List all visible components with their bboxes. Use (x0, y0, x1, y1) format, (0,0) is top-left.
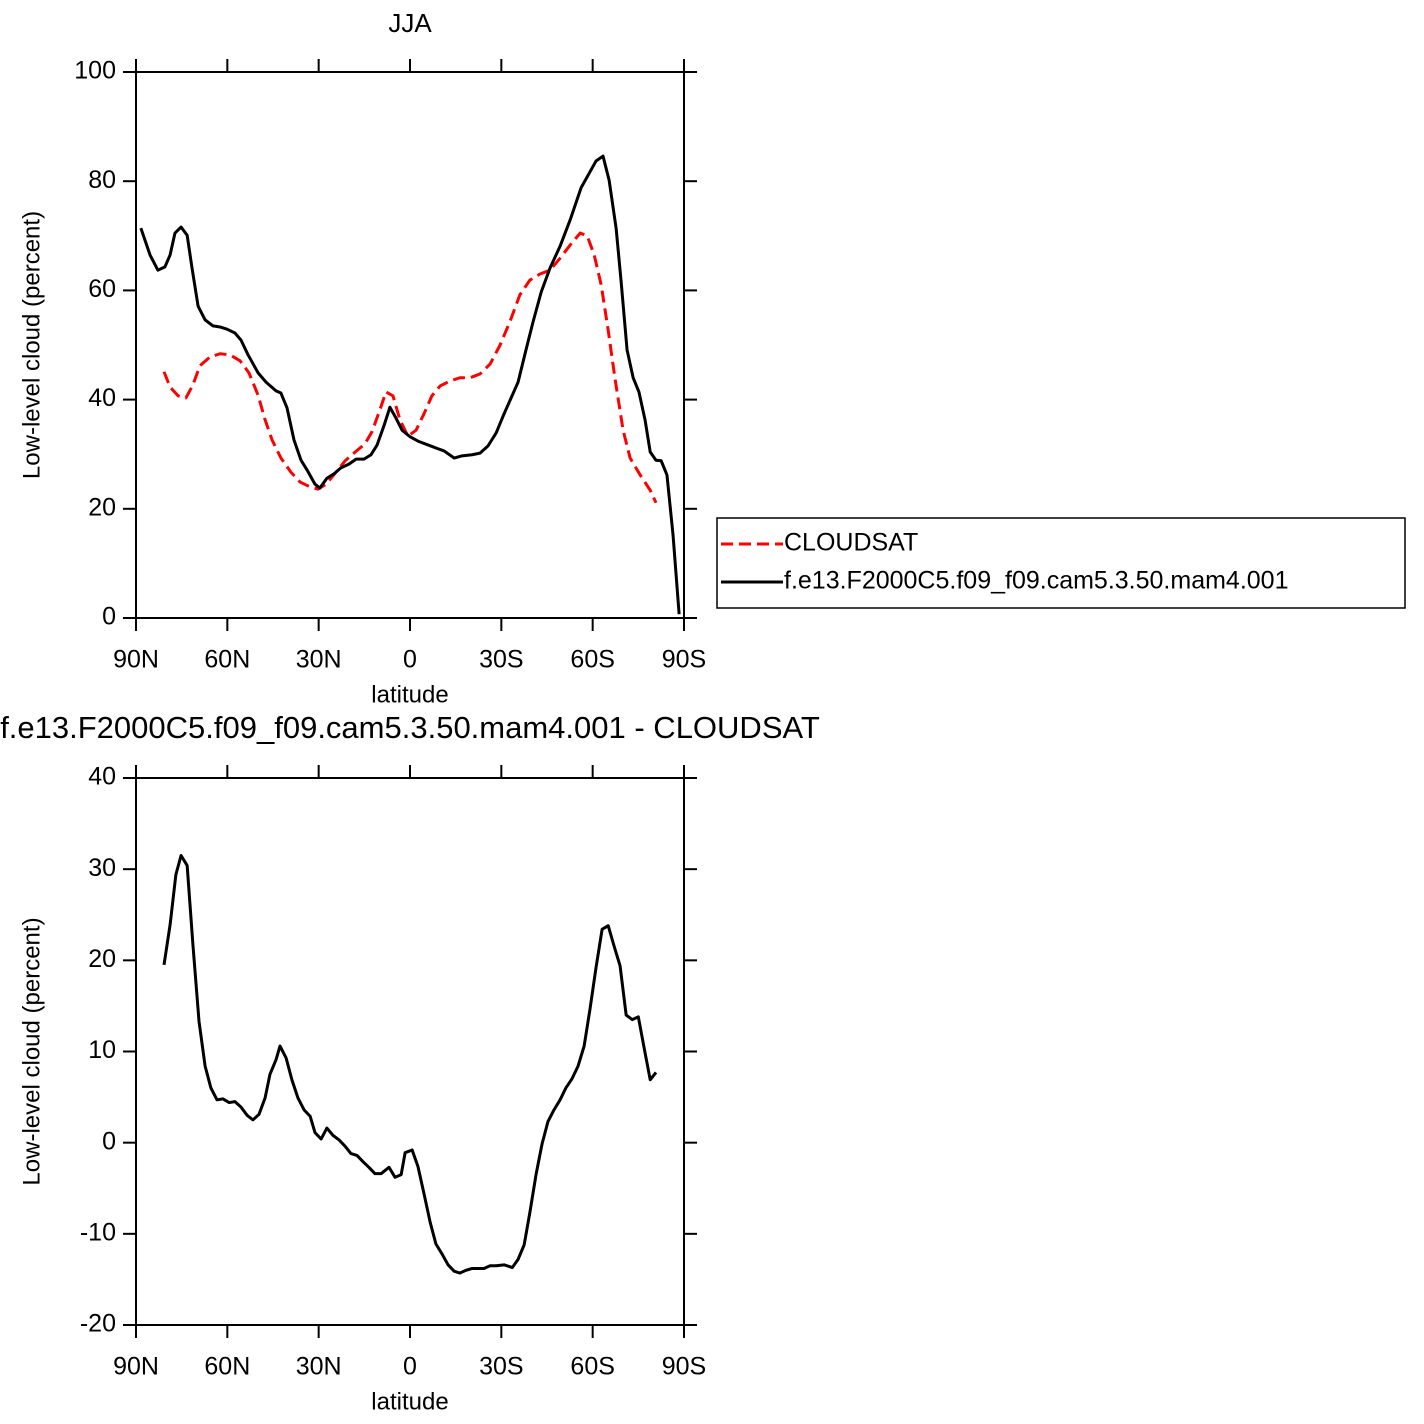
x-axis-label: latitude (371, 1388, 448, 1415)
y-tick-label: -20 (80, 1310, 116, 1338)
x-tick-label: 90N (113, 1353, 159, 1381)
y-tick-label: 60 (88, 275, 116, 303)
x-tick-label: 90S (662, 1353, 706, 1381)
x-tick-label: 30N (296, 1353, 342, 1381)
y-tick-label: 20 (88, 493, 116, 521)
data-line (162, 231, 658, 504)
x-tick-label: 60N (204, 1353, 250, 1381)
y-tick-label: 10 (88, 1036, 116, 1064)
x-tick-label: 30S (479, 646, 523, 674)
y-axis-label: Low-level cloud (percent) (18, 211, 45, 479)
legend-box (716, 517, 1406, 609)
y-tick-label: 100 (74, 57, 116, 85)
x-tick-label: 90S (662, 646, 706, 674)
y-tick-label: 80 (88, 166, 116, 194)
y-tick-label: 40 (88, 763, 116, 791)
legend-label: CLOUDSAT (784, 529, 918, 557)
chart-title: f.e13.F2000C5.f09_f09.cam5.3.50.mam4.001… (0, 710, 820, 745)
plot-frame (135, 71, 685, 619)
y-tick-label: 30 (88, 854, 116, 882)
x-tick-label: 60S (570, 1353, 614, 1381)
y-axis-label: Low-level cloud (percent) (18, 917, 45, 1185)
x-tick-label: 30N (296, 646, 342, 674)
x-tick-label: 0 (403, 646, 417, 674)
x-tick-label: 90N (113, 646, 159, 674)
data-line (162, 853, 658, 1275)
y-tick-label: 0 (102, 603, 116, 631)
plot-frame (135, 777, 685, 1326)
x-tick-label: 30S (479, 1353, 523, 1381)
y-tick-label: 20 (88, 945, 116, 973)
y-tick-label: 0 (102, 1127, 116, 1155)
x-axis-label: latitude (371, 681, 448, 708)
y-tick-label: 40 (88, 384, 116, 412)
data-line (139, 154, 681, 615)
x-tick-label: 60S (570, 646, 614, 674)
x-tick-label: 60N (204, 646, 250, 674)
y-tick-label: -10 (80, 1218, 116, 1246)
x-tick-label: 0 (403, 1353, 417, 1381)
legend-label: f.e13.F2000C5.f09_f09.cam5.3.50.mam4.001 (784, 567, 1289, 595)
chart-title: JJA (388, 8, 432, 38)
